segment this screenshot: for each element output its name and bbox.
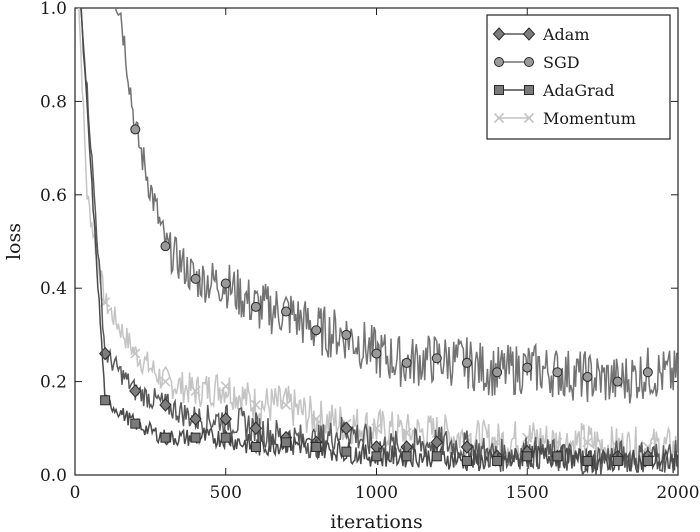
- data-point-adam: [460, 440, 474, 454]
- data-point-adam: [249, 421, 263, 436]
- data-point-momentum: [582, 437, 593, 448]
- data-point-adagrad: [190, 432, 201, 443]
- legend-item-sgd: SGD: [494, 53, 580, 72]
- legend-label: AdaGrad: [542, 81, 615, 100]
- series-sgd: [114, 8, 678, 404]
- data-point-adagrad: [552, 451, 563, 462]
- data-point-sgd: [492, 367, 503, 378]
- data-point-momentum: [280, 399, 292, 411]
- data-point-adagrad: [431, 451, 442, 462]
- data-point-momentum: [371, 423, 382, 434]
- legend-marker: [493, 112, 505, 124]
- y-tick-label: 0.2: [40, 373, 67, 393]
- legend-item-momentum: Momentum: [493, 109, 636, 128]
- series-adagrad: [80, 8, 678, 474]
- data-point-adagrad: [341, 446, 352, 457]
- data-point-momentum: [190, 385, 201, 397]
- data-point-adagrad: [522, 451, 533, 462]
- data-point-sgd: [130, 124, 141, 135]
- data-point-sgd: [582, 371, 593, 382]
- data-point-adagrad: [160, 432, 171, 443]
- data-point-sgd: [401, 357, 412, 368]
- data-point-sgd: [642, 367, 653, 378]
- data-point-adam: [159, 398, 172, 412]
- legend-marker: [494, 85, 504, 95]
- x-tick-label: 1000: [355, 483, 398, 503]
- data-point-momentum: [130, 348, 141, 359]
- data-point-momentum: [492, 437, 503, 448]
- data-point-momentum: [401, 427, 412, 439]
- data-point-adagrad: [281, 437, 292, 448]
- legend-label: SGD: [543, 53, 580, 72]
- data-point-adagrad: [250, 441, 261, 452]
- data-point-sgd: [341, 329, 352, 340]
- data-point-adagrad: [461, 455, 472, 466]
- y-tick-label: 0.8: [40, 92, 67, 112]
- legend-item-adam: Adam: [492, 25, 590, 44]
- x-axis-label: iterations: [330, 511, 423, 532]
- legend-marker: [523, 112, 535, 124]
- y-tick-label: 0.6: [40, 186, 67, 206]
- legend-label: Adam: [542, 25, 590, 44]
- legend-item-adagrad: AdaGrad: [494, 81, 615, 100]
- x-tick-label: 0: [70, 483, 81, 503]
- data-point-adam: [340, 421, 353, 436]
- series-line-sgd: [114, 8, 678, 404]
- legend-label: Momentum: [543, 109, 636, 128]
- data-point-adagrad: [492, 455, 503, 466]
- data-point-adagrad: [642, 455, 653, 466]
- data-point-sgd: [371, 348, 382, 359]
- data-point-adagrad: [130, 418, 141, 429]
- data-point-sgd: [190, 273, 201, 284]
- data-point-adagrad: [401, 451, 412, 462]
- data-point-sgd: [281, 306, 292, 317]
- data-point-sgd: [522, 362, 533, 373]
- data-point-momentum: [522, 432, 533, 443]
- data-point-adam: [219, 412, 232, 426]
- legend-marker: [494, 57, 504, 67]
- x-tick-label: 500: [210, 483, 242, 503]
- legend-marker: [524, 57, 534, 67]
- data-point-adam: [189, 412, 202, 426]
- data-point-adagrad: [311, 441, 322, 452]
- data-point-sgd: [311, 325, 322, 336]
- data-point-adagrad: [612, 455, 623, 466]
- data-point-adagrad: [371, 451, 382, 462]
- data-point-adam: [129, 384, 142, 398]
- data-point-adagrad: [582, 455, 593, 466]
- data-point-momentum: [160, 376, 171, 387]
- data-point-momentum: [220, 381, 231, 392]
- data-point-sgd: [160, 241, 171, 252]
- data-point-sgd: [612, 376, 623, 387]
- data-point-adagrad: [100, 395, 111, 406]
- data-point-sgd: [431, 353, 442, 364]
- y-tick-label: 0.4: [40, 279, 67, 299]
- legend-marker: [524, 85, 534, 95]
- series-line-momentum: [78, 8, 678, 469]
- data-point-adam: [430, 435, 443, 450]
- data-point-adagrad: [220, 432, 231, 443]
- x-tick-label: 2000: [656, 483, 699, 503]
- x-tick-label: 1500: [506, 483, 549, 503]
- y-axis-label: loss: [3, 223, 25, 260]
- data-point-momentum: [311, 413, 322, 425]
- data-point-sgd: [220, 278, 231, 289]
- data-point-momentum: [250, 399, 261, 411]
- data-point-sgd: [250, 301, 261, 312]
- legend-marker: [492, 27, 506, 41]
- y-tick-label: 1.0: [40, 0, 67, 19]
- legend-marker: [522, 27, 536, 41]
- y-tick-label: 0.0: [40, 466, 67, 486]
- data-point-sgd: [552, 367, 563, 378]
- data-point-sgd: [461, 357, 472, 368]
